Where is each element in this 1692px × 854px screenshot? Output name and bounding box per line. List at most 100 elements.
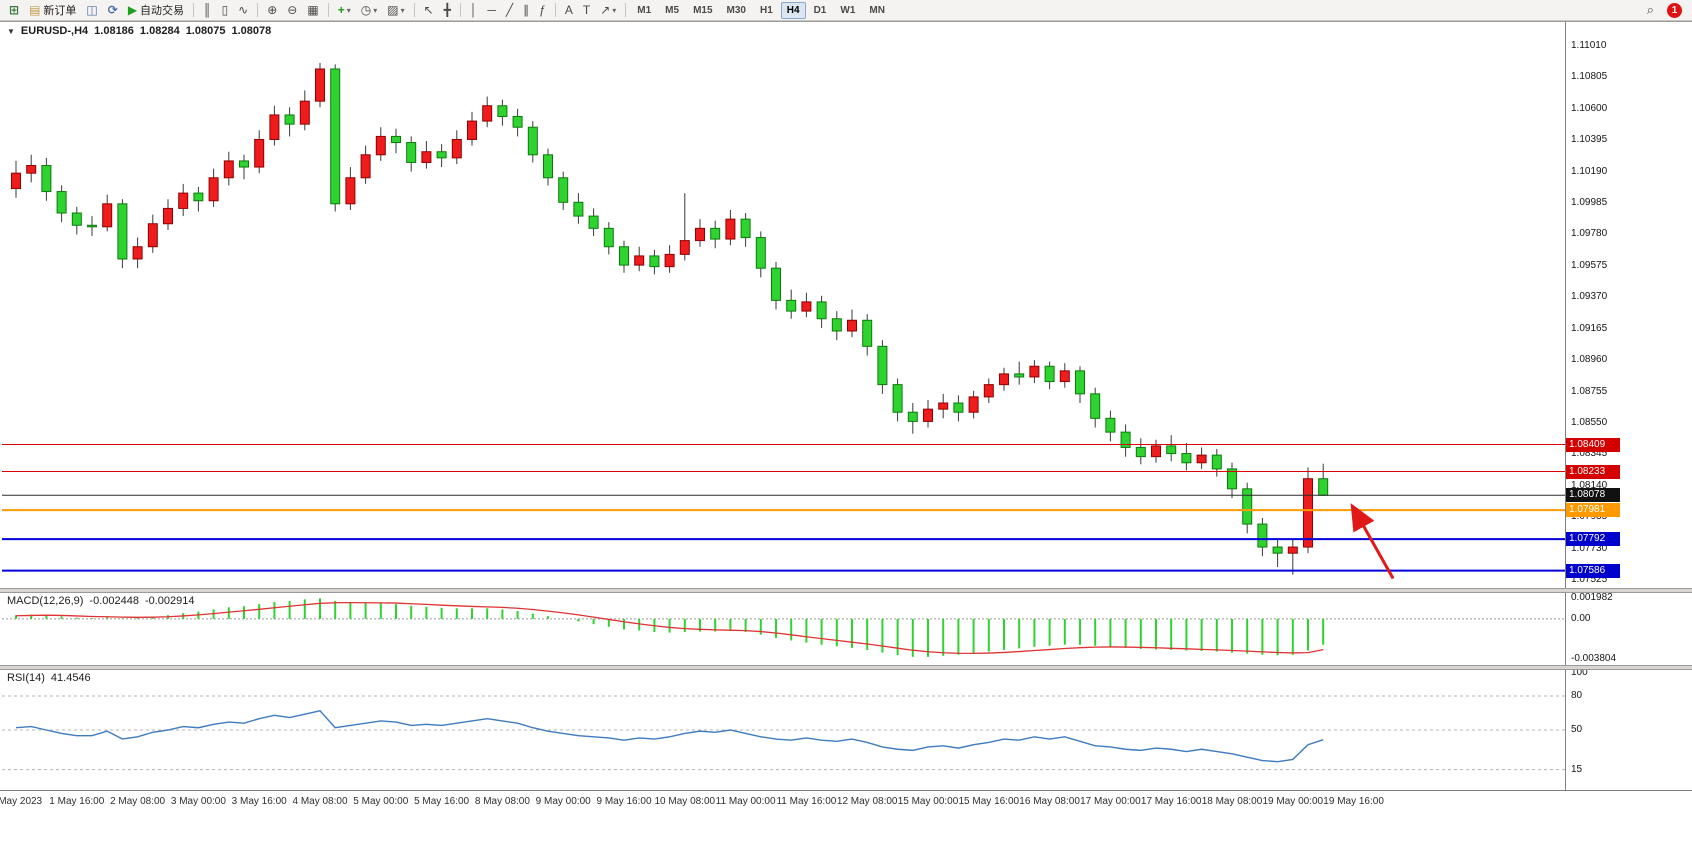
line-chart-button[interactable]: ∿ [234,1,252,20]
arrows-icon: ↗ [600,2,611,17]
candle [1318,478,1329,496]
candle [11,172,21,190]
macd-tick-label: 0.001982 [1571,592,1613,603]
candle [725,218,736,240]
candle [1287,546,1298,554]
macd-main-value: -0.002448 [89,595,139,607]
arrows-button[interactable]: ↗ ▾ [596,1,620,20]
price-tick-label: 1.07730 [1571,542,1608,554]
candle [923,408,933,422]
timeframe-m15-button[interactable]: M15 [693,4,713,16]
timeframe-d1-button[interactable]: D1 [813,4,827,16]
arrow-object[interactable] [1350,503,1395,580]
candle [132,246,143,260]
candle [543,154,553,179]
candle [603,227,614,248]
rsi-line [15,709,1324,763]
candle [1196,454,1207,464]
price-tick-label: 1.10395 [1571,134,1608,146]
cursor-icon: ↖ [423,2,434,17]
caret-down-icon: ▾ [373,5,378,15]
price-tick-label: 1.09985 [1571,197,1608,209]
search-button[interactable]: ⌕ [1643,1,1658,20]
candle [1014,373,1025,378]
candle [862,319,873,347]
candlestick-chart-button[interactable]: ▯ [218,1,233,20]
price-pane[interactable]: + ▼ EURUSD-,H4 1.08186 1.08284 1.08075 1… [2,22,1565,588]
candle [26,165,37,174]
candle [1303,478,1313,548]
auto-trading-button[interactable]: ▶ 自动交易 [124,1,188,20]
profiles-button[interactable]: ◫ [82,1,101,20]
periods-icon: ◷ [360,2,372,17]
symbol-marker-icon: ▼ [7,26,15,36]
candle [147,223,158,248]
candle [375,135,386,156]
chart-title: ▼ EURUSD-,H4 1.08186 1.08284 1.08075 1.0… [7,25,271,37]
zoom-in-button[interactable]: ⊕ [263,1,281,20]
price-level-badge: 1.07981 [1566,503,1620,518]
periods-button[interactable]: ◷ ▾ [357,1,382,20]
tile-windows-button[interactable]: ▦ [303,1,322,20]
timeframe-m1-button[interactable]: M1 [637,4,652,16]
pane-splitter[interactable] [0,588,1692,593]
price-tick-label: 1.09165 [1571,322,1608,334]
zoom-out-button[interactable]: ⊖ [283,1,301,20]
candle [1090,393,1101,419]
timeframe-mn-button[interactable]: MN [869,4,885,16]
macd-label: MACD(12,26,9) -0.002448 -0.002914 [7,595,195,607]
candle [1059,370,1070,383]
templates-button[interactable]: ▨ ▾ [383,1,408,20]
rsi-tick-label: 100 [1571,667,1588,679]
price-tick-label: 1.09780 [1571,228,1608,240]
price-axis[interactable]: 1.11010 1.10805 1.10600 1.10395 1.10190 1.099… [1565,22,1692,790]
timeframe-m30-button[interactable]: M30 [726,4,746,16]
plus-marker[interactable]: + [1076,377,1084,392]
horizontal-line-button[interactable]: ─ [483,1,500,20]
indicators-button[interactable]: + ▾ [334,1,355,20]
timeframe-h4-button[interactable]: H4 [780,1,806,19]
time-axis[interactable]: 1 May 2023 1 May 16:00 2 May 08:00 3 May 00… [0,790,1692,816]
trendline-button[interactable]: ╱ [502,1,517,20]
toolbar-items: ⊞ ▤ 新订单 ◫ ⟳ ▶ 自动交易 ║ ▯ ∿ ⊕ ⊖ ▦ + ▾ ◷ ▾ ▨ ▾ ↖ ╋ │ ─ ╱ ∥ ƒ A T ↗ ▾ M1 M5 M… [4,1,1642,20]
time-tick-label: 1 May 2023 [0,796,43,807]
macd-canvas[interactable] [2,593,1565,665]
candle [527,126,538,156]
cursor-button[interactable]: ↖ [420,1,438,20]
vertical-line-button[interactable]: │ [466,1,482,20]
rsi-pane[interactable]: RSI(14) 41.4546 [2,670,1565,790]
equidistant-channel-icon: ∥ [523,2,530,17]
candle [710,227,721,240]
toolbar-separator [459,3,461,17]
timeframe-w1-button[interactable]: W1 [840,4,856,16]
refresh-button[interactable]: ⟳ [104,1,122,20]
bar-chart-button[interactable]: ║ [199,1,216,20]
pane-splitter[interactable] [0,665,1692,670]
candle [649,255,660,268]
timeframe-m5-button[interactable]: M5 [665,4,680,16]
toolbar-separator [193,3,195,17]
candle [178,192,189,209]
text-button[interactable]: A [561,1,577,20]
rsi-canvas[interactable] [2,670,1565,790]
time-tick-label: 8 May 08:00 [474,796,530,807]
price-chart-canvas[interactable]: + [2,22,1565,588]
time-tick-label: 18 May 08:00 [1201,796,1263,807]
text-label-button[interactable]: T [579,1,594,20]
timeframe-h1-button[interactable]: H1 [759,4,773,16]
equidistant-channel-button[interactable]: ∥ [519,1,533,20]
rsi-tick-label: 80 [1571,690,1583,702]
chart-window: + ▼ EURUSD-,H4 1.08186 1.08284 1.08075 1… [0,21,1692,854]
auto-trading-label: 自动交易 [140,5,185,17]
candle [315,68,325,102]
crosshair-button[interactable]: ╋ [440,1,455,20]
fibonacci-button[interactable]: ƒ [535,1,550,20]
price-tick-label: 1.10805 [1571,71,1608,83]
notification-badge[interactable]: 1 [1667,2,1682,18]
new-order-button[interactable]: ▤ 新订单 [25,1,80,20]
candle [1272,546,1283,554]
time-tick-label: 9 May 00:00 [535,796,591,807]
price-tick-label: 1.10600 [1571,102,1608,114]
new-chart-button[interactable]: ⊞ [5,1,23,20]
macd-pane[interactable]: MACD(12,26,9) -0.002448 -0.002914 [2,593,1565,665]
